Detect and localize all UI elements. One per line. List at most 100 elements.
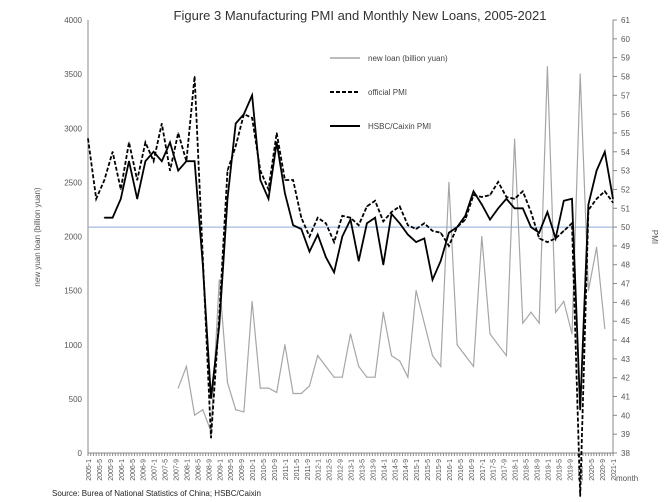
y-left-tick-label: 500 [69, 395, 83, 404]
x-tick-label: 2010-1 [250, 459, 257, 481]
y-right-tick-label: 56 [621, 110, 630, 119]
x-tick-label: 2007-9 [174, 459, 181, 481]
data-point [317, 217, 319, 219]
data-point [538, 237, 540, 239]
data-point [513, 198, 516, 200]
y-right-tick-label: 43 [621, 355, 630, 364]
y-right-tick-label: 57 [621, 91, 630, 100]
data-point [194, 160, 196, 162]
data-point [358, 365, 360, 367]
data-point [144, 141, 147, 143]
legend-label-hsbc-pmi: HSBC/Caixin PMI [368, 122, 431, 131]
legend-label-official-pmi: official PMI [368, 88, 407, 97]
x-tick-label: 2016-9 [469, 459, 476, 481]
y-right-tick-label: 48 [621, 261, 630, 270]
x-tick-label: 2008-5 [195, 459, 202, 481]
data-point [464, 354, 466, 357]
y-right-tick-label: 44 [621, 336, 630, 345]
data-point [153, 160, 155, 162]
x-tick-label: 2009-1 [217, 459, 224, 481]
data-point [300, 228, 302, 230]
data-point [136, 179, 138, 181]
x-tick-label: 2019-5 [556, 459, 563, 481]
x-tick-label: 2015-9 [436, 459, 443, 481]
data-point [423, 237, 425, 239]
data-point [202, 409, 204, 411]
data-point [120, 188, 122, 191]
x-tick-label: 2014-5 [392, 459, 399, 481]
data-point [595, 198, 598, 200]
x-tick-label: 2005-5 [97, 459, 104, 481]
y-right-tick-label: 42 [621, 374, 630, 383]
data-point [579, 495, 581, 497]
data-point [333, 376, 335, 378]
data-point [308, 250, 311, 253]
x-tick-label: 2009-5 [228, 459, 235, 481]
y-axis-left-label: new yuan loan (billion yuan) [33, 187, 42, 287]
x-tick-label: 2010-5 [261, 459, 268, 481]
x-tick-label: 2012-5 [327, 459, 334, 481]
x-tick-label: 2009-9 [239, 459, 246, 481]
x-tick-label: 2012-1 [316, 459, 323, 481]
data-point [554, 311, 557, 313]
data-point [169, 141, 171, 143]
data-point [481, 196, 483, 198]
data-point [292, 179, 294, 181]
data-point [177, 132, 179, 134]
data-point [579, 409, 581, 411]
data-point [431, 354, 434, 357]
data-point [194, 414, 196, 416]
data-point [546, 211, 548, 213]
y-right-tick-label: 60 [621, 35, 630, 44]
y-right-tick-label: 39 [621, 430, 630, 439]
data-point [382, 311, 384, 313]
data-point [218, 279, 220, 281]
data-point [325, 222, 327, 224]
data-point [103, 217, 106, 219]
chart-title: Figure 3 Manufacturing PMI and Monthly N… [174, 8, 547, 23]
data-point [218, 324, 220, 326]
data-point [194, 75, 196, 78]
data-point [423, 322, 425, 324]
x-tick-label: 2015-1 [414, 459, 421, 481]
y-right-tick-label: 46 [621, 298, 630, 307]
data-point [440, 260, 442, 262]
data-point [497, 181, 499, 183]
data-point [612, 202, 614, 204]
data-point [497, 344, 499, 346]
x-tick-label: 2017-9 [502, 459, 509, 481]
data-point [333, 241, 335, 243]
x-tick-label: 2019-1 [545, 459, 552, 481]
data-point [292, 392, 294, 395]
data-point [399, 205, 401, 207]
data-point [169, 170, 171, 172]
data-point [243, 411, 245, 413]
data-point [481, 203, 483, 206]
data-point [431, 279, 434, 281]
x-tick-label: 2016-1 [447, 459, 454, 481]
data-point [210, 437, 212, 439]
data-point [333, 271, 335, 273]
data-point [546, 241, 548, 243]
data-point [415, 290, 417, 292]
x-tick-label: 2018-5 [524, 459, 531, 481]
x-tick-label: 2015-5 [425, 459, 432, 481]
data-point [587, 290, 589, 292]
y-left-tick-label: 3000 [64, 124, 82, 133]
data-point [456, 344, 458, 346]
data-point [563, 200, 565, 202]
data-point [267, 198, 270, 200]
y-right-tick-label: 51 [621, 204, 630, 213]
data-point [366, 376, 368, 378]
data-point [399, 222, 401, 224]
data-point [210, 397, 212, 400]
x-tick-label: 2007-5 [163, 459, 170, 481]
data-point [530, 211, 532, 213]
legend-label-new-loan: new loan (billion yuan) [368, 54, 448, 63]
y-right-tick-label: 61 [621, 16, 630, 25]
data-point [358, 224, 360, 226]
data-point [448, 232, 450, 234]
y-right-tick-label: 59 [621, 54, 630, 63]
data-point [259, 179, 261, 181]
